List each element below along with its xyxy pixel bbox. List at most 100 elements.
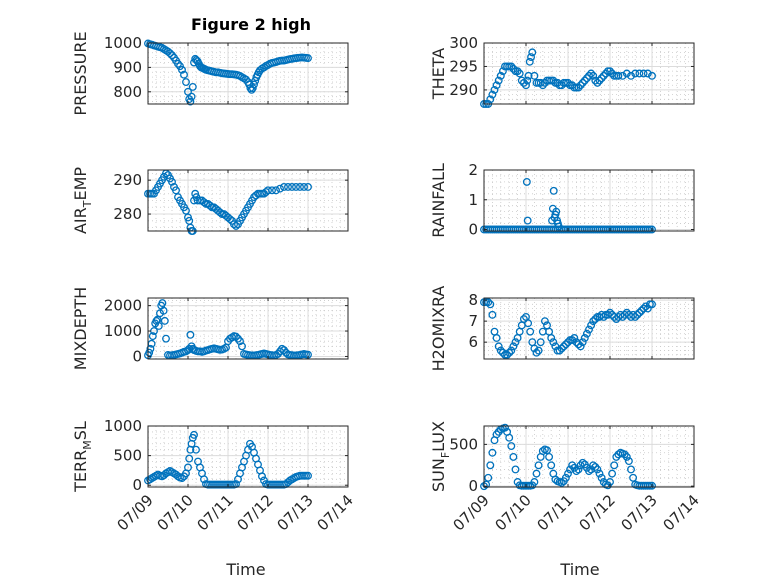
data-point (593, 78, 602, 87)
data-point (523, 216, 532, 225)
data-point (180, 70, 188, 79)
data-point (260, 63, 268, 72)
data-point (232, 332, 240, 341)
x-axis-label: Time (559, 560, 599, 579)
data-point (296, 182, 304, 191)
data-point (182, 78, 190, 86)
y-tick-label: 6 (468, 333, 478, 351)
data-point (606, 308, 614, 317)
data-point (595, 76, 604, 85)
data-point (561, 473, 570, 482)
y-tick-label: 500 (113, 447, 142, 465)
data-point (578, 78, 587, 87)
data-point (206, 201, 214, 210)
data-point (564, 78, 572, 87)
data-point (538, 447, 547, 456)
data-point (631, 312, 640, 321)
y-tick-label: 2 (468, 161, 478, 179)
data-series (144, 430, 312, 489)
data-point (509, 342, 518, 351)
data-point (250, 80, 258, 89)
data-point (238, 342, 246, 351)
data-point (545, 452, 554, 461)
data-series (144, 39, 312, 106)
data-point (528, 48, 537, 57)
data-point (643, 304, 652, 313)
x-tick-label: 07/10 (154, 491, 197, 534)
data-point (627, 71, 635, 80)
subplot-terr-msl: 0 500 1000 TERRMSL 07/0907/1007/1107/1207/13… (71, 417, 357, 579)
data-point (230, 220, 238, 229)
data-point (304, 182, 312, 191)
data-point (519, 315, 528, 323)
data-point (589, 71, 598, 80)
data-point (524, 71, 533, 80)
data-point (190, 58, 198, 67)
figure-title: Figure 2 high (191, 15, 311, 34)
data-series (480, 423, 656, 491)
data-point (488, 310, 497, 319)
data-point (498, 67, 507, 76)
x-tick-label: 07/09 (450, 491, 493, 534)
data-point (505, 348, 514, 357)
data-point (631, 69, 640, 78)
data-point (292, 182, 300, 191)
data-point (624, 457, 633, 466)
y-axis-label: RAINFALL (429, 163, 448, 238)
data-point (258, 472, 266, 481)
data-point (515, 69, 524, 78)
data-point (490, 85, 499, 94)
subplot-air-temp: 280 290 AIRTEMP (71, 167, 349, 235)
axes-box (483, 42, 695, 105)
x-tick-label: 07/12 (576, 491, 619, 534)
data-point (146, 344, 155, 353)
data-point (549, 338, 558, 347)
data-point (304, 54, 312, 63)
plot-area (484, 170, 694, 231)
data-point (304, 471, 312, 480)
data-point (482, 480, 491, 489)
data-point (192, 445, 200, 454)
subplot-rainfall: 0 1 2 RAINFALL (429, 161, 695, 239)
data-point (507, 62, 516, 71)
data-point (635, 308, 644, 317)
y-tick-label: 0 (132, 347, 142, 365)
subplot-sun-flux: 0 500SUNFLUX07/0907/1007/1107/1207/1307/1… (429, 421, 703, 579)
x-tick-label: 07/12 (234, 491, 277, 534)
data-point (184, 463, 192, 472)
data-point (488, 90, 497, 99)
data-point (185, 344, 194, 353)
y-tick-label: 1 (468, 191, 478, 209)
data-point (555, 346, 564, 355)
data-point (186, 330, 195, 339)
data-point (582, 329, 591, 338)
data-point (168, 177, 176, 186)
data-point (580, 76, 589, 85)
data-point (527, 53, 535, 62)
data-point (549, 76, 558, 85)
data-point (532, 348, 541, 357)
subplot-mixdepth: 0 1000 2000 MIXDEPTH (71, 287, 349, 370)
data-point (610, 461, 619, 470)
data-point (576, 81, 585, 90)
x-tick-label: 07/10 (492, 491, 535, 534)
data-point (552, 207, 561, 216)
y-axis-label: THETA (429, 48, 448, 100)
data-point (300, 182, 308, 191)
data-point (513, 67, 522, 76)
data-point (547, 461, 556, 470)
data-point (507, 442, 516, 451)
data-point (272, 186, 280, 195)
data-point (284, 182, 292, 191)
data-point (496, 346, 505, 355)
x-tick-label: 07/14 (314, 491, 357, 534)
axes-box (147, 425, 349, 488)
data-point (484, 298, 493, 307)
data-point (633, 310, 642, 319)
data-series (144, 169, 312, 235)
data-point (159, 306, 168, 315)
data-point (559, 342, 568, 351)
data-point (534, 346, 543, 355)
